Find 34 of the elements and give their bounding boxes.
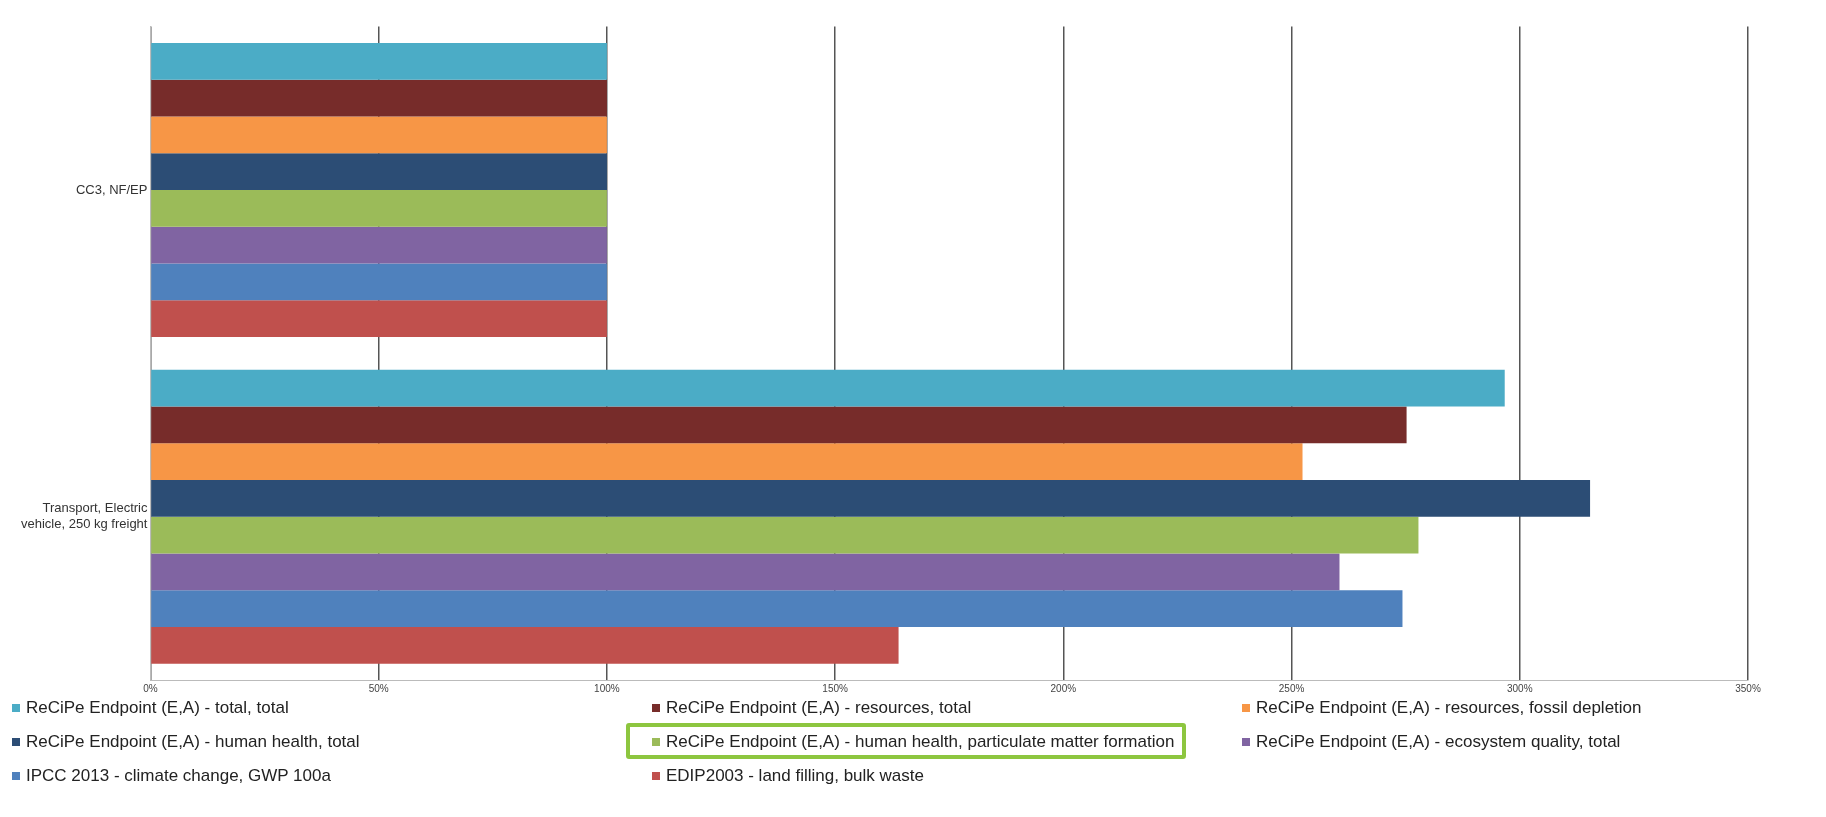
legend-label: ReCiPe Endpoint (E,A) - resources, total — [666, 698, 972, 718]
x-tick-label: 100% — [594, 682, 620, 694]
bar — [151, 116, 607, 154]
x-tick-label: 0% — [143, 682, 158, 694]
bar — [151, 226, 607, 264]
bar — [151, 79, 607, 117]
legend-label: ReCiPe Endpoint (E,A) - human health, particulate matter formation — [666, 732, 1175, 752]
bar — [151, 479, 1591, 517]
x-tick-label: 300% — [1506, 682, 1533, 694]
legend-label: EDIP2003 - land filling, bulk waste — [666, 766, 924, 786]
bar — [151, 516, 1419, 554]
legend-label: ReCiPe Endpoint (E,A) - resources, fossil depletion — [1256, 698, 1642, 718]
bar — [151, 153, 607, 190]
bar — [151, 590, 1403, 627]
bar — [151, 443, 1303, 480]
y-tick-label: Transport, Electric vehicle, 250 kg freight — [21, 500, 148, 532]
bar — [151, 42, 607, 80]
x-tick-label: 150% — [822, 682, 849, 694]
legend-label: ReCiPe Endpoint (E,A) - ecosystem quality, total — [1256, 732, 1621, 752]
x-tick-label: 350% — [1735, 682, 1761, 694]
y-tick-label: CC3, NF/EP — [75, 181, 148, 197]
x-tick-label: 50% — [368, 682, 389, 694]
legend-label: ReCiPe Endpoint (E,A) - total, total — [26, 698, 289, 718]
bar — [151, 189, 607, 227]
bar — [151, 553, 1340, 591]
legend-label: IPCC 2013 - climate change, GWP 100a — [26, 766, 331, 786]
x-tick-label: 200% — [1050, 682, 1077, 694]
legend-label: ReCiPe Endpoint (E,A) - human health, total — [26, 732, 360, 752]
x-tick-label: 250% — [1278, 682, 1305, 694]
bar — [151, 300, 607, 337]
bar — [151, 626, 899, 664]
bar — [151, 369, 1505, 407]
bar — [151, 263, 607, 301]
bar — [151, 406, 1407, 444]
